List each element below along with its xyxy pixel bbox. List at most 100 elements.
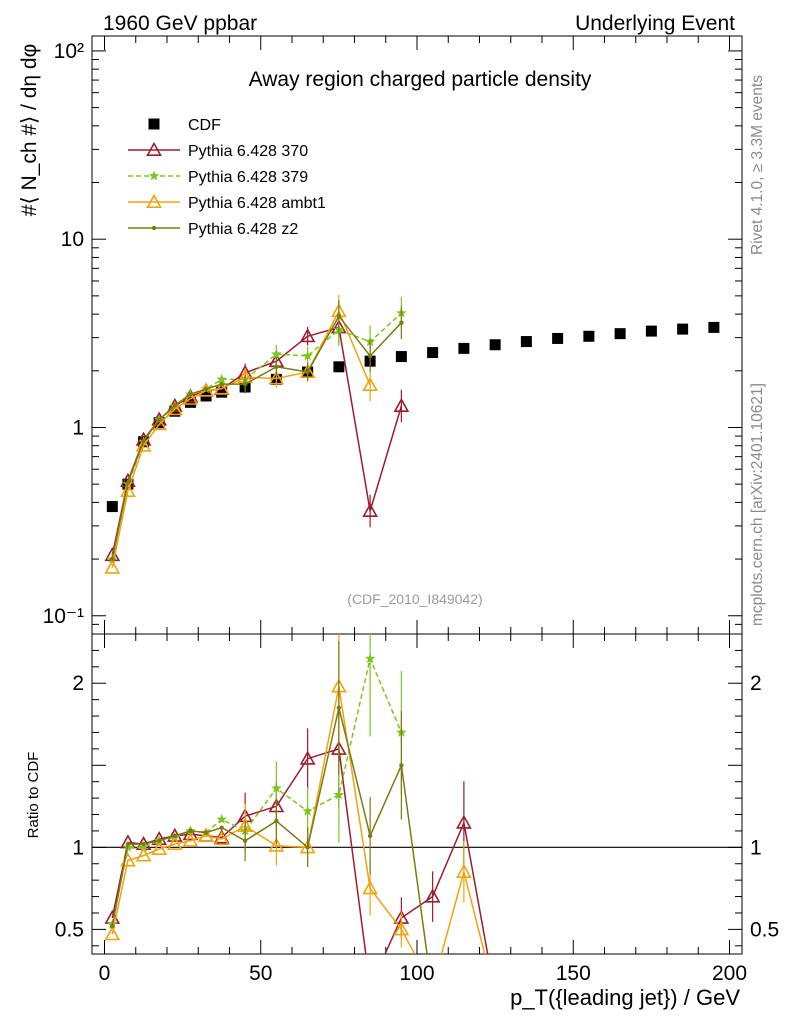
ratio-point bbox=[299, 750, 316, 765]
legend-label: Pythia 6.428 379 bbox=[188, 169, 308, 186]
ratio-point bbox=[268, 837, 285, 852]
ratio-line bbox=[111, 656, 403, 925]
ratio-y-tick-label: 1 bbox=[72, 836, 84, 859]
main-point bbox=[216, 373, 227, 384]
legend-label: Pythia 6.428 370 bbox=[188, 143, 308, 160]
ratio-panel: Ratio to CDF p_T({leading jet}) / GeV 0.… bbox=[25, 633, 779, 1010]
ratio-y-tick-label: 0.5 bbox=[55, 918, 84, 941]
ratio-point bbox=[151, 840, 168, 855]
legend-item: Pythia 6.428 z2 bbox=[128, 221, 298, 238]
ratio-point bbox=[182, 826, 199, 841]
main-point bbox=[708, 321, 720, 333]
main-point bbox=[242, 381, 248, 387]
legend-marker bbox=[148, 118, 160, 130]
ratio-point bbox=[125, 841, 131, 847]
ratio-y-tick-label-right: 1 bbox=[750, 836, 762, 859]
main-point bbox=[520, 336, 532, 348]
main-point bbox=[274, 364, 279, 370]
ratio-point bbox=[135, 847, 152, 862]
ratio-point bbox=[367, 833, 373, 839]
main-point bbox=[110, 556, 115, 562]
ratio-series bbox=[110, 641, 428, 954]
main-point bbox=[203, 386, 209, 392]
ratio-point bbox=[362, 880, 378, 895]
legend-item: Pythia 6.428 379 bbox=[128, 169, 308, 186]
chart-title: Away region charged particle density bbox=[249, 68, 592, 91]
main-point bbox=[552, 332, 564, 344]
main-point bbox=[120, 482, 136, 497]
main-point bbox=[141, 438, 146, 443]
legend-label: Pythia 6.428 ambt1 bbox=[188, 195, 326, 212]
main-point bbox=[299, 328, 316, 343]
legend-marker bbox=[151, 225, 157, 231]
main-point bbox=[458, 342, 470, 354]
ratio-point bbox=[489, 989, 502, 1001]
legend-label: CDF bbox=[188, 117, 221, 134]
ratio-point bbox=[219, 825, 224, 830]
ratio-y-axis-label: Ratio to CDF bbox=[25, 752, 42, 839]
main-point bbox=[614, 328, 626, 340]
main-point bbox=[393, 397, 410, 413]
ratio-point bbox=[156, 838, 162, 843]
legend-label: Pythia 6.428 z2 bbox=[188, 221, 298, 238]
ratio-y-tick-label-right: 0.5 bbox=[750, 918, 779, 941]
main-point bbox=[645, 325, 657, 337]
y-tick-label: 10 bbox=[61, 228, 84, 251]
main-point bbox=[213, 380, 230, 395]
main-point bbox=[362, 376, 378, 392]
rivet-version-label: Rivet 4.1.0, ≥ 3.3M events bbox=[749, 75, 766, 255]
legend-item: Pythia 6.428 370 bbox=[128, 141, 308, 160]
main-series bbox=[110, 299, 404, 562]
main-line bbox=[111, 314, 402, 560]
ratio-point bbox=[110, 923, 115, 929]
main-point bbox=[156, 417, 162, 422]
x-tick-label: 200 bbox=[712, 962, 747, 985]
legend-marker bbox=[146, 193, 162, 208]
x-tick-label: 0 bbox=[99, 962, 111, 985]
ratio-point bbox=[424, 888, 441, 903]
mcplots-credit-label: mcplots.cern.ch [arXiv:2401.10621] bbox=[749, 383, 766, 626]
x-tick-label: 150 bbox=[556, 962, 591, 985]
ratio-point bbox=[104, 926, 121, 941]
ratio-point bbox=[166, 835, 183, 851]
ratio-point bbox=[305, 845, 310, 850]
ratio-y-tick-label: 2 bbox=[72, 672, 84, 695]
main-point bbox=[216, 386, 228, 398]
ratio-point bbox=[456, 863, 472, 878]
ratio-point bbox=[271, 782, 282, 793]
main-panel: Away region charged particle density (CD… bbox=[18, 35, 743, 635]
main-point bbox=[305, 369, 310, 375]
main-point bbox=[153, 417, 165, 429]
ratio-point bbox=[188, 828, 193, 834]
legend-marker bbox=[148, 170, 160, 181]
category-label: Underlying Event bbox=[575, 12, 735, 35]
legend: CDF Pythia 6.428 370 Pythia 6.428 379 Pythi… bbox=[128, 117, 326, 238]
ratio-point bbox=[138, 841, 149, 852]
y-axis-label: #⟨ N_ch #⟩ / dη dφ bbox=[18, 44, 41, 216]
ratio-point bbox=[203, 830, 209, 835]
main-line bbox=[111, 309, 371, 568]
main-point bbox=[106, 501, 118, 513]
main-point bbox=[135, 437, 152, 452]
ratio-line bbox=[111, 747, 489, 954]
legend-item: CDF bbox=[148, 117, 221, 134]
ratio-y-tick-label-right: 2 bbox=[750, 672, 762, 695]
ratio-point bbox=[141, 841, 146, 847]
main-point bbox=[302, 350, 313, 361]
main-point bbox=[362, 502, 378, 518]
main-line bbox=[111, 326, 403, 556]
ratio-point bbox=[489, 989, 502, 1001]
main-point bbox=[182, 390, 199, 405]
ratio-point bbox=[399, 763, 404, 768]
ratio-frame bbox=[91, 633, 743, 955]
main-point bbox=[489, 339, 501, 351]
main-point bbox=[583, 330, 595, 342]
main-point bbox=[677, 323, 689, 335]
main-point bbox=[172, 403, 178, 408]
ratio-point bbox=[172, 833, 178, 839]
y-tick-label: 1 bbox=[72, 416, 84, 439]
main-point bbox=[427, 347, 439, 359]
legend-item: Pythia 6.428 ambt1 bbox=[128, 193, 326, 212]
main-point bbox=[219, 381, 224, 387]
